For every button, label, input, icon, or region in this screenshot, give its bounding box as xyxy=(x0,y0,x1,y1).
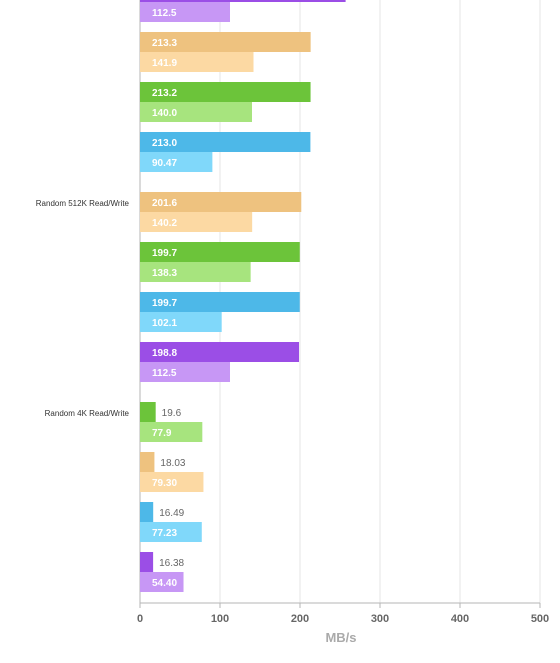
category-labels: Random 512K Read/Write Random 4K Read/Wri… xyxy=(36,199,130,418)
bar-value-label: 18.03 xyxy=(160,458,185,469)
x-axis-title: MB/s xyxy=(325,630,356,645)
bar-value-label: 141.9 xyxy=(152,58,177,69)
bar-value-label: 213.0 xyxy=(152,138,177,149)
bar xyxy=(140,452,155,472)
bar xyxy=(140,292,300,312)
bar-value-label: 112.5 xyxy=(152,368,177,379)
x-tick-label: 400 xyxy=(451,613,469,625)
bar xyxy=(140,0,346,2)
bar xyxy=(140,342,300,362)
x-tick-label: 500 xyxy=(531,613,549,625)
bar xyxy=(140,152,213,172)
bar-value-label: 213.3 xyxy=(152,38,177,49)
bar-value-label: 102.1 xyxy=(152,318,177,329)
bar-value-label: 213.2 xyxy=(152,88,177,99)
bar xyxy=(140,422,203,442)
bar xyxy=(140,242,300,262)
bar xyxy=(140,212,253,232)
bar-value-label: 16.49 xyxy=(159,508,184,519)
bar xyxy=(140,402,156,422)
bar-value-label: 201.6 xyxy=(152,198,177,209)
bar-value-label: 77.23 xyxy=(152,528,177,539)
bar-value-label: 199.7 xyxy=(152,298,177,309)
bar xyxy=(140,132,311,152)
bar xyxy=(140,102,252,122)
bar xyxy=(140,82,311,102)
bar xyxy=(140,552,154,572)
bar xyxy=(140,472,204,492)
bar-value-label: 54.40 xyxy=(152,578,177,589)
category-label: Random 512K Read/Write xyxy=(36,199,130,208)
bar xyxy=(140,262,251,282)
bar-value-label: 79.30 xyxy=(152,478,177,489)
bars: 112.5 213.3 141.9 213.2 140.0 213.0 90.47 201.6… xyxy=(140,0,346,592)
bar-value-label: 90.47 xyxy=(152,158,177,169)
x-tick-label: 0 xyxy=(137,613,143,625)
x-axis: MB/s 0 100 200 300 400 500 xyxy=(137,603,549,645)
x-tick-label: 200 xyxy=(291,613,309,625)
bar-value-label: 16.38 xyxy=(159,558,184,569)
bar-value-label: 140.2 xyxy=(152,218,177,229)
bar-value-label: 138.3 xyxy=(152,268,177,279)
bar xyxy=(140,572,184,592)
bar xyxy=(140,32,311,52)
bar xyxy=(140,522,202,542)
bar xyxy=(140,2,230,22)
category-label: Random 4K Read/Write xyxy=(45,409,130,418)
bar-value-label: 77.9 xyxy=(152,428,172,439)
bar xyxy=(140,502,154,522)
x-tick-label: 100 xyxy=(211,613,229,625)
bar xyxy=(140,362,230,382)
x-tick-label: 300 xyxy=(371,613,389,625)
bar-value-label: 112.5 xyxy=(152,8,177,19)
bar-value-label: 198.8 xyxy=(152,348,177,359)
bar xyxy=(140,52,254,72)
bar-value-label: 140.0 xyxy=(152,108,177,119)
bar xyxy=(140,192,302,212)
bar-value-label: 199.7 xyxy=(152,248,177,259)
bar-value-label: 19.6 xyxy=(162,408,182,419)
bar xyxy=(140,312,222,332)
